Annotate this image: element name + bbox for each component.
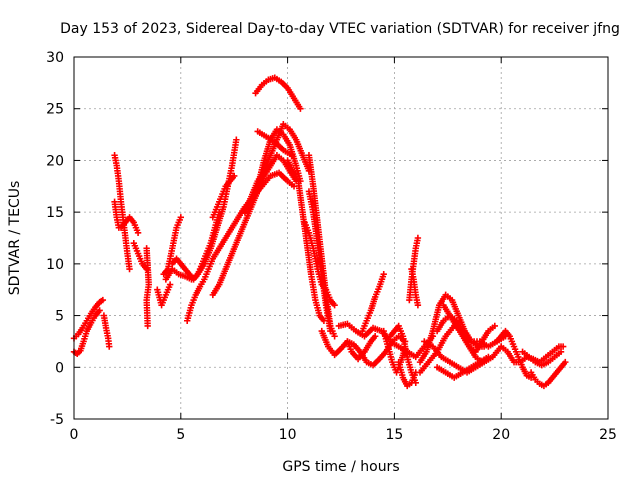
axis-ticks: 0 5 10 15 20 25 -5 0 5 10 15 20 25 30 [46,50,617,443]
data-point [144,322,151,330]
data-point [231,172,238,180]
y-tick-label: -5 [50,412,64,428]
x-axis-label: GPS time / hours [282,459,399,475]
data-point [177,214,184,221]
x-tick-label: 25 [599,427,617,443]
x-tick-label: 15 [385,427,403,443]
data-point [485,353,492,361]
x-tick-label: 0 [70,427,79,443]
x-tick-label: 10 [279,427,297,443]
data-point [233,136,240,143]
data-point [297,105,304,112]
y-tick-label: 5 [55,309,64,325]
y-tick-label: 25 [46,102,64,118]
y-tick-label: 30 [46,50,64,66]
data-point [562,358,569,366]
x-tick-label: 20 [492,427,510,443]
y-axis-label: SDTVAR / TECUs [7,181,23,296]
data-point [414,234,422,242]
data-point [327,327,334,335]
data-point [99,296,107,304]
y-tick-label: 10 [46,257,64,273]
data-point [106,343,113,350]
y-tick-label: 20 [46,153,64,169]
data-point [331,302,338,309]
x-tick-label: 5 [176,427,185,443]
data-point [166,281,174,288]
y-tick-label: 15 [46,205,64,221]
data-point [371,333,379,340]
data-point [559,343,567,350]
data-points [70,74,569,390]
data-point [331,333,338,340]
data-point [380,271,387,278]
chart-title: Day 153 of 2023, Sidereal Day-to-day VTE… [60,21,620,37]
y-tick-label: 0 [55,360,64,376]
data-point [491,322,498,330]
data-point [126,265,133,273]
data-point [414,302,422,309]
plot-frame [73,56,609,420]
data-point [134,229,142,237]
gridlines [74,57,608,419]
data-point [557,348,565,355]
data-point [96,307,103,314]
